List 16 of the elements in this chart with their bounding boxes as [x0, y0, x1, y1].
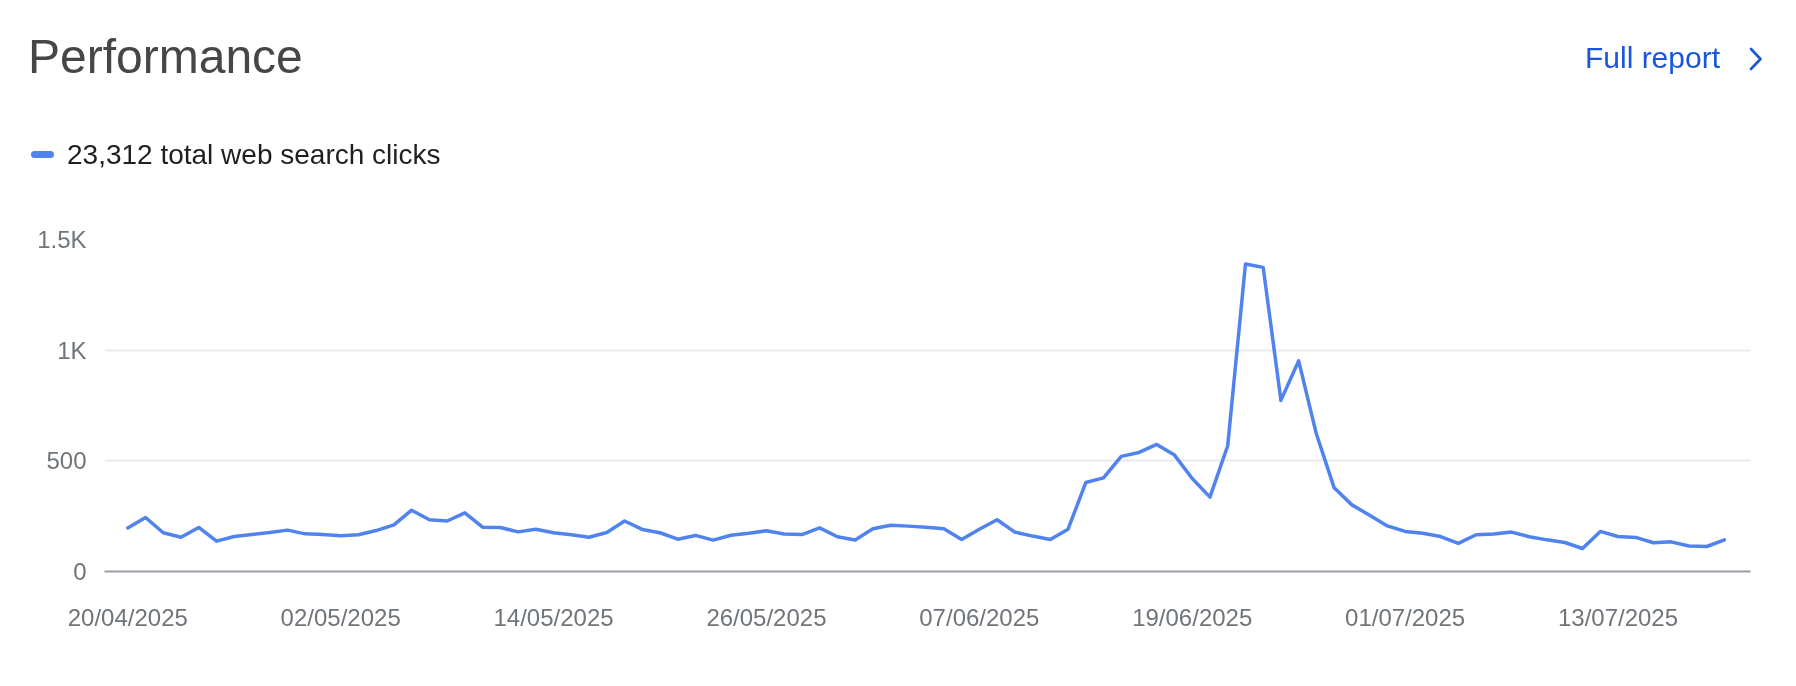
y-tick-label: 0: [73, 558, 87, 585]
x-tick-label: 07/06/2025: [919, 603, 1040, 631]
line-series: [126, 262, 1727, 551]
y-tick-label: 1.5K: [37, 226, 87, 253]
x-tick-label: 01/07/2025: [1345, 603, 1466, 631]
x-tick-label: 02/05/2025: [280, 603, 401, 631]
chart-title: Performance: [28, 30, 303, 83]
x-tick-label: 20/04/2025: [67, 603, 188, 631]
legend-label: 23,312 total web search clicks: [67, 139, 441, 171]
x-tick-label: 14/05/2025: [493, 603, 614, 631]
y-tick-label: 1K: [57, 336, 87, 364]
x-tick-label: 19/06/2025: [1132, 603, 1253, 631]
y-tick-label: 500: [46, 447, 87, 475]
x-tick-label: 26/05/2025: [706, 603, 827, 631]
x-tick-label: 13/07/2025: [1557, 603, 1679, 631]
text: Full report: [1584, 41, 1720, 75]
